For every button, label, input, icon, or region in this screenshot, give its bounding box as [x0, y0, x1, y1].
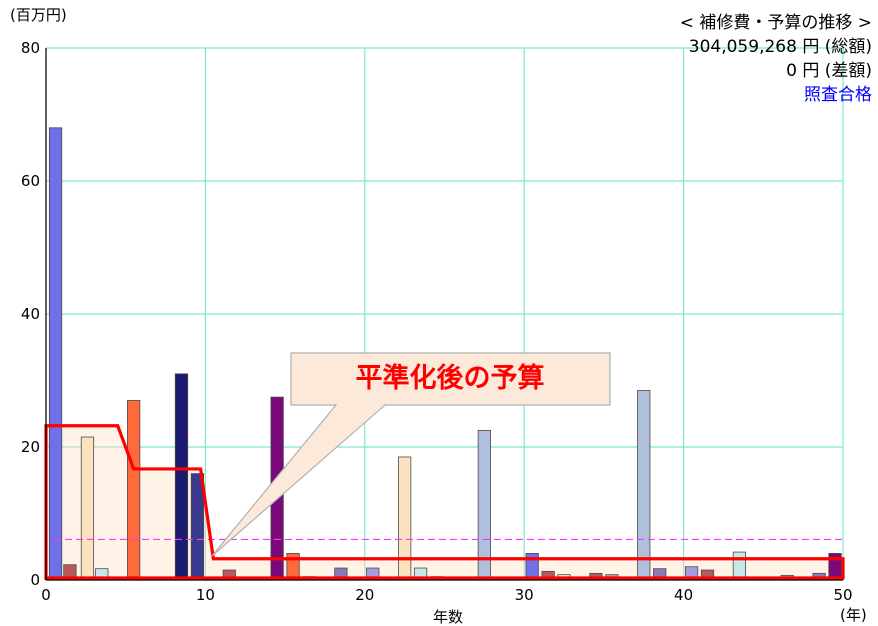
diff-value: 0	[786, 61, 797, 81]
total-label: 円 (総額)	[802, 37, 872, 57]
bar-2	[80, 436, 95, 581]
difference-amount: 0 円 (差額)	[786, 56, 872, 81]
budget-line	[44, 424, 845, 580]
bar-6	[190, 473, 205, 581]
y-tick-label-40: 40	[21, 305, 40, 323]
bar-5	[174, 373, 189, 581]
legend-title: < 補修費・予算の推移 >	[679, 13, 872, 33]
x-tick-label-10: 10	[196, 586, 215, 604]
y-axis-unit: (百万円)	[10, 6, 67, 24]
x-tick-label-30: 30	[515, 586, 534, 604]
budget-area-fill	[46, 425, 843, 580]
budget-line-layer	[44, 424, 845, 580]
budget-area	[46, 425, 843, 580]
x-axis-label: 年数	[433, 608, 463, 626]
callout-box	[211, 352, 611, 557]
x-tick-label-20: 20	[355, 586, 374, 604]
total-amount: 304,059,268 円 (総額)	[689, 32, 872, 57]
y-tick-label-60: 60	[21, 172, 40, 190]
callout-text: 平準化後の予算	[356, 362, 545, 394]
x-tick-label-40: 40	[674, 586, 693, 604]
x-axis-unit: (年)	[840, 606, 867, 624]
y-tick-label-80: 80	[21, 39, 40, 57]
bar-14	[398, 456, 412, 581]
diff-label: 円 (差額)	[802, 61, 872, 81]
bar-4	[127, 400, 141, 581]
callout: 平準化後の予算	[211, 352, 611, 557]
bar-23	[637, 390, 651, 581]
y-tick-label-0: 0	[30, 571, 40, 589]
total-value: 304,059,268	[688, 37, 797, 57]
status-badge: 照査合格	[804, 85, 872, 105]
bar-27	[732, 551, 747, 581]
axes: 0 20 40 60 80 0 10 20 30 40 50	[21, 39, 853, 604]
bar-0	[48, 127, 63, 581]
x-tick-label-50: 50	[833, 586, 852, 604]
x-tick-label-0: 0	[41, 586, 51, 604]
y-tick-label-20: 20	[21, 438, 40, 456]
